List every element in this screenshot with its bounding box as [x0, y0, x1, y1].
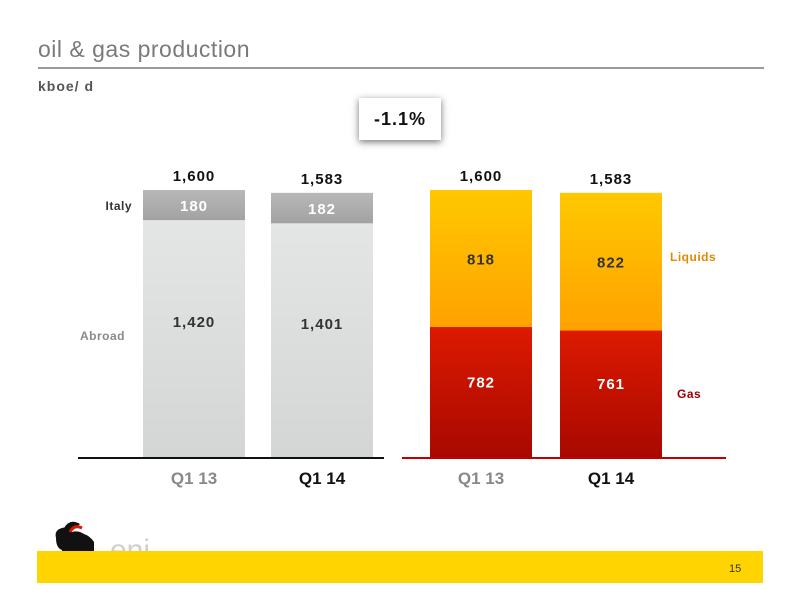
legend-italy: Italy	[105, 199, 132, 213]
category-label-1: Q1 13	[171, 469, 217, 488]
bar-abroad-2	[271, 223, 373, 458]
title-divider	[38, 67, 764, 69]
bar-italy-1	[143, 190, 245, 221]
total-label-2: 1,583	[301, 171, 344, 188]
page-number: 15	[729, 563, 742, 575]
bar-gas-2	[560, 330, 662, 458]
bar-italy-2	[271, 192, 373, 224]
total-label-2: 1,583	[590, 171, 633, 188]
bar-gas-1	[430, 327, 532, 458]
bar-liquids-2	[560, 192, 662, 331]
category-label-2: Q1 14	[299, 469, 346, 488]
slide-title: oil & gas production	[38, 36, 251, 62]
segment-label-italy-1: 180	[180, 198, 208, 215]
segment-label-abroad-2: 1,401	[301, 316, 344, 333]
category-label-1: Q1 13	[458, 469, 504, 488]
legend-abroad: Abroad	[80, 329, 125, 343]
segment-label-gas-2: 761	[597, 376, 625, 393]
bar-liquids-1	[430, 190, 532, 328]
segment-label-liquids-2: 822	[597, 255, 625, 272]
category-label-2: Q1 14	[588, 469, 635, 488]
bar-abroad-1	[143, 220, 245, 458]
production-charts: 1,420 180 1,600 Q1 13 1,401 182 1,583 Q1 14 Abro…	[78, 168, 726, 488]
segment-label-italy-2: 182	[308, 201, 336, 218]
legend-liquids: Liquids	[670, 250, 716, 264]
change-callout: -1.1%	[359, 98, 441, 140]
footer-band	[37, 551, 763, 583]
segment-label-gas-1: 782	[467, 374, 495, 391]
total-label-1: 1,600	[460, 168, 503, 185]
total-label-1: 1,600	[173, 168, 216, 185]
unit-label: kboe/ d	[38, 78, 95, 94]
legend-gas: Gas	[677, 387, 701, 401]
segment-label-liquids-1: 818	[467, 252, 495, 269]
segment-label-abroad-1: 1,420	[173, 314, 216, 331]
